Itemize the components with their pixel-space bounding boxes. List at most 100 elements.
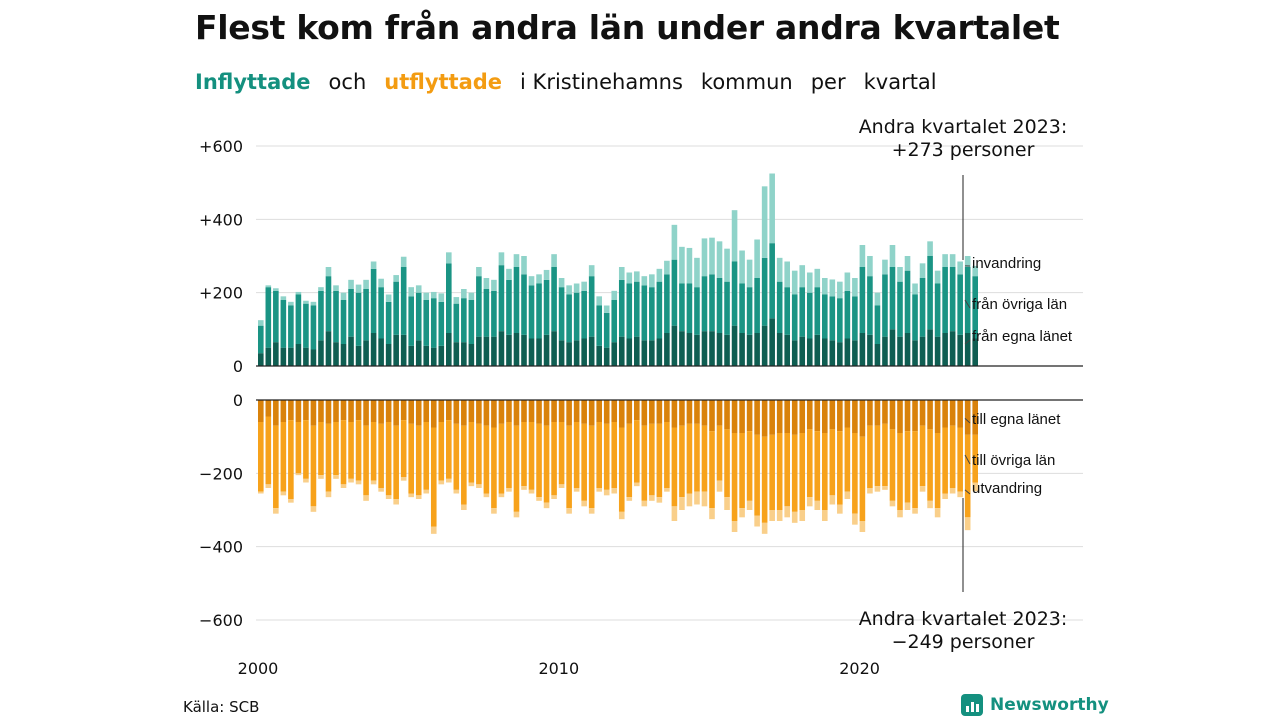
y-tick-label: +600: [199, 137, 243, 156]
bar-out-emigration: [370, 480, 377, 485]
bar-out-own: [618, 400, 625, 428]
bar-in-other: [942, 267, 948, 333]
bar-out-emigration: [731, 521, 738, 532]
bar-out-other: [325, 423, 332, 492]
bar-in-immigration: [438, 293, 445, 302]
bar-out-other: [318, 422, 324, 476]
bar-in-other: [709, 274, 715, 332]
bar-out-emigration: [656, 497, 663, 503]
bar-in-immigration: [370, 261, 377, 269]
bar-in-own: [664, 333, 670, 366]
bar-in-own: [776, 333, 783, 366]
bar-out-emigration: [588, 508, 595, 514]
bar-in-own: [852, 340, 858, 366]
bar-in-other: [701, 276, 708, 332]
bar-in-immigration: [844, 272, 851, 291]
bar-in-other: [476, 276, 482, 337]
bar-out-other: [340, 420, 347, 485]
bar-in-other: [348, 289, 354, 337]
bar-out-emigration: [799, 510, 806, 521]
bar-in-own: [280, 347, 287, 366]
bar-in-own: [566, 342, 572, 366]
bar-out-other: [536, 423, 542, 498]
bar-in-other: [761, 257, 768, 326]
bar-in-own: [303, 347, 309, 366]
bar-out-own: [912, 400, 918, 432]
bar-in-immigration: [889, 245, 896, 267]
bar-in-own: [581, 338, 587, 366]
bar-in-other: [664, 274, 670, 333]
bar-out-emigration: [934, 508, 941, 518]
bar-in-immigration: [852, 278, 858, 297]
bar-out-emigration: [829, 495, 836, 505]
bar-out-own: [641, 400, 648, 426]
bar-in-immigration: [701, 238, 708, 277]
bar-in-immigration: [686, 247, 693, 284]
bar-in-own: [273, 342, 279, 366]
bar-out-own: [446, 400, 452, 421]
label-connector: [964, 339, 971, 345]
bar-in-immigration: [551, 254, 557, 267]
bar-out-emigration: [852, 513, 858, 525]
bar-out-own: [603, 400, 610, 424]
bar-out-other: [761, 436, 768, 523]
bar-in-own: [348, 336, 354, 366]
bar-out-own: [972, 400, 978, 435]
bar-out-other: [694, 423, 700, 492]
bar-in-other: [355, 292, 362, 346]
bar-out-other: [799, 433, 806, 510]
label-utvandring: utvandring: [972, 480, 1043, 497]
bar-out-other: [806, 429, 813, 498]
bar-out-other: [837, 431, 843, 505]
bar-in-own: [551, 331, 557, 366]
bar-in-other: [784, 287, 790, 335]
newsworthy-logo[interactable]: Newsworthy: [961, 694, 1109, 716]
bar-out-own: [784, 400, 790, 433]
bar-in-other: [806, 292, 813, 339]
bar-in-immigration: [348, 279, 354, 289]
bar-out-own: [393, 400, 399, 426]
source-text: Källa: SCB: [183, 698, 260, 716]
bar-out-other: [521, 422, 527, 487]
chart-subtitle: Inflyttade och utflyttade i Kristinehamns ko…: [195, 70, 955, 94]
bar-out-own: [889, 400, 896, 430]
label-till-egna-lanet: till egna länet: [972, 411, 1061, 428]
bar-in-own: [378, 338, 384, 366]
bar-in-own: [453, 342, 460, 366]
bar-out-other: [716, 425, 723, 481]
bar-out-other: [791, 434, 798, 512]
bar-in-immigration: [626, 272, 633, 284]
bar-in-own: [731, 325, 738, 366]
label-connector: [964, 417, 971, 424]
bar-out-other: [506, 422, 512, 488]
x-tick-label: 2010: [538, 659, 579, 678]
bar-in-own: [761, 325, 768, 366]
bar-out-other: [957, 427, 963, 492]
bar-out-other: [776, 433, 783, 510]
bar-out-emigration: [385, 495, 392, 499]
bar-out-own: [558, 400, 565, 422]
bar-in-immigration: [618, 267, 625, 280]
bar-in-own: [649, 340, 655, 366]
bar-in-immigration: [799, 265, 806, 288]
bar-in-own: [867, 334, 873, 366]
bar-in-immigration: [949, 254, 956, 267]
bar-out-other: [483, 425, 490, 494]
bar-in-immigration: [769, 173, 775, 244]
bar-in-immigration: [461, 289, 467, 299]
bar-out-other: [333, 422, 339, 476]
bar-out-other: [664, 422, 670, 488]
bar-in-other: [671, 259, 678, 326]
bar-in-immigration: [784, 261, 790, 288]
bar-out-emigration: [671, 506, 678, 521]
bar-out-own: [310, 400, 317, 426]
bar-in-other: [543, 279, 550, 335]
bar-out-emigration: [355, 480, 362, 485]
bar-in-immigration: [859, 245, 866, 267]
bar-in-other: [934, 283, 941, 337]
bar-out-own: [363, 400, 369, 426]
bar-out-other: [558, 422, 565, 485]
bar-out-emigration: [348, 478, 354, 483]
bar-in-other: [551, 267, 557, 332]
bar-out-other: [468, 422, 475, 483]
